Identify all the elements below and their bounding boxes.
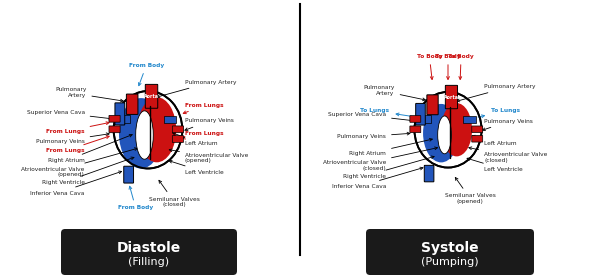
Text: From Lungs: From Lungs	[182, 131, 224, 139]
Ellipse shape	[441, 103, 472, 157]
Text: (Pumping): (Pumping)	[421, 257, 479, 267]
Text: Atrioventricular Valve
(opened): Atrioventricular Valve (opened)	[21, 148, 137, 177]
Ellipse shape	[136, 111, 153, 159]
Text: Superior Vena Cava: Superior Vena Cava	[26, 110, 112, 120]
FancyBboxPatch shape	[366, 229, 534, 275]
Text: Right Atrium: Right Atrium	[48, 134, 132, 163]
Text: Right Atrium: Right Atrium	[349, 138, 433, 156]
Text: To Lungs: To Lungs	[361, 108, 418, 117]
Text: To Body: To Body	[448, 54, 474, 80]
Ellipse shape	[119, 98, 163, 169]
Text: Right Ventricle: Right Ventricle	[343, 156, 434, 179]
Text: Aorta: Aorta	[144, 94, 159, 99]
Text: Left Ventricle: Left Ventricle	[467, 158, 523, 172]
FancyBboxPatch shape	[127, 94, 138, 114]
FancyBboxPatch shape	[427, 95, 438, 115]
FancyBboxPatch shape	[61, 229, 237, 275]
FancyBboxPatch shape	[109, 116, 120, 122]
Text: Pulmonary Veins: Pulmonary Veins	[482, 119, 533, 131]
Text: Inferior Vena Cava: Inferior Vena Cava	[332, 167, 423, 189]
Text: Aorta: Aorta	[444, 95, 459, 100]
Text: Pulmonary Artery: Pulmonary Artery	[457, 84, 536, 102]
Text: Pulmonary Veins: Pulmonary Veins	[36, 133, 109, 144]
Text: From Lungs: From Lungs	[46, 136, 109, 153]
Text: Pulmonary
Artery: Pulmonary Artery	[55, 87, 123, 102]
Text: Semilunar Valves
(closed): Semilunar Valves (closed)	[149, 180, 200, 208]
Ellipse shape	[423, 104, 459, 162]
FancyBboxPatch shape	[115, 103, 125, 125]
Text: From Lungs: From Lungs	[183, 103, 224, 114]
Bar	[421, 115, 431, 123]
FancyBboxPatch shape	[410, 116, 421, 122]
Text: Superior Vena Cava: Superior Vena Cava	[328, 112, 413, 122]
FancyBboxPatch shape	[410, 126, 421, 133]
Text: Diastole: Diastole	[117, 241, 181, 255]
Ellipse shape	[137, 97, 176, 162]
FancyBboxPatch shape	[472, 135, 482, 142]
Text: Atrioventricular Valve
(closed): Atrioventricular Valve (closed)	[469, 147, 547, 163]
Text: Systole: Systole	[421, 241, 479, 255]
FancyBboxPatch shape	[124, 166, 134, 183]
Bar	[463, 116, 476, 123]
Text: To Body: To Body	[416, 54, 442, 80]
Text: Pulmonary Artery: Pulmonary Artery	[157, 80, 236, 98]
Ellipse shape	[437, 116, 451, 154]
Text: From Body: From Body	[128, 63, 164, 86]
FancyBboxPatch shape	[445, 85, 458, 109]
FancyBboxPatch shape	[472, 126, 482, 133]
FancyBboxPatch shape	[145, 84, 158, 108]
Text: To Lungs: To Lungs	[478, 108, 520, 118]
Text: Left Ventricle: Left Ventricle	[169, 160, 224, 174]
Text: Left Atrium: Left Atrium	[472, 135, 517, 146]
Text: (Filling): (Filling)	[128, 257, 170, 267]
FancyBboxPatch shape	[109, 126, 120, 133]
Bar	[164, 116, 176, 123]
Text: Left Atrium: Left Atrium	[173, 133, 218, 146]
Text: Atrioventricular Valve
(opened): Atrioventricular Valve (opened)	[169, 149, 248, 163]
Text: From Lungs: From Lungs	[46, 122, 109, 134]
Text: From Body: From Body	[118, 186, 154, 210]
Text: Pulmonary Veins: Pulmonary Veins	[185, 119, 234, 131]
FancyBboxPatch shape	[172, 126, 184, 133]
FancyBboxPatch shape	[416, 104, 425, 125]
Bar	[120, 115, 130, 123]
Text: Right Ventricle: Right Ventricle	[41, 157, 134, 185]
Text: Pulmonary
Artery: Pulmonary Artery	[364, 85, 425, 101]
Text: Atrioventricular Valve
(closed): Atrioventricular Valve (closed)	[323, 147, 437, 171]
FancyBboxPatch shape	[424, 165, 434, 182]
Text: Inferior Vena Cava: Inferior Vena Cava	[30, 171, 122, 196]
Text: Semilunar Valves
(opened): Semilunar Valves (opened)	[445, 177, 496, 204]
Text: To Body: To Body	[435, 54, 461, 80]
Text: Pulmonary Veins: Pulmonary Veins	[337, 132, 410, 139]
Ellipse shape	[415, 92, 482, 168]
FancyBboxPatch shape	[172, 136, 184, 142]
Ellipse shape	[113, 91, 182, 169]
